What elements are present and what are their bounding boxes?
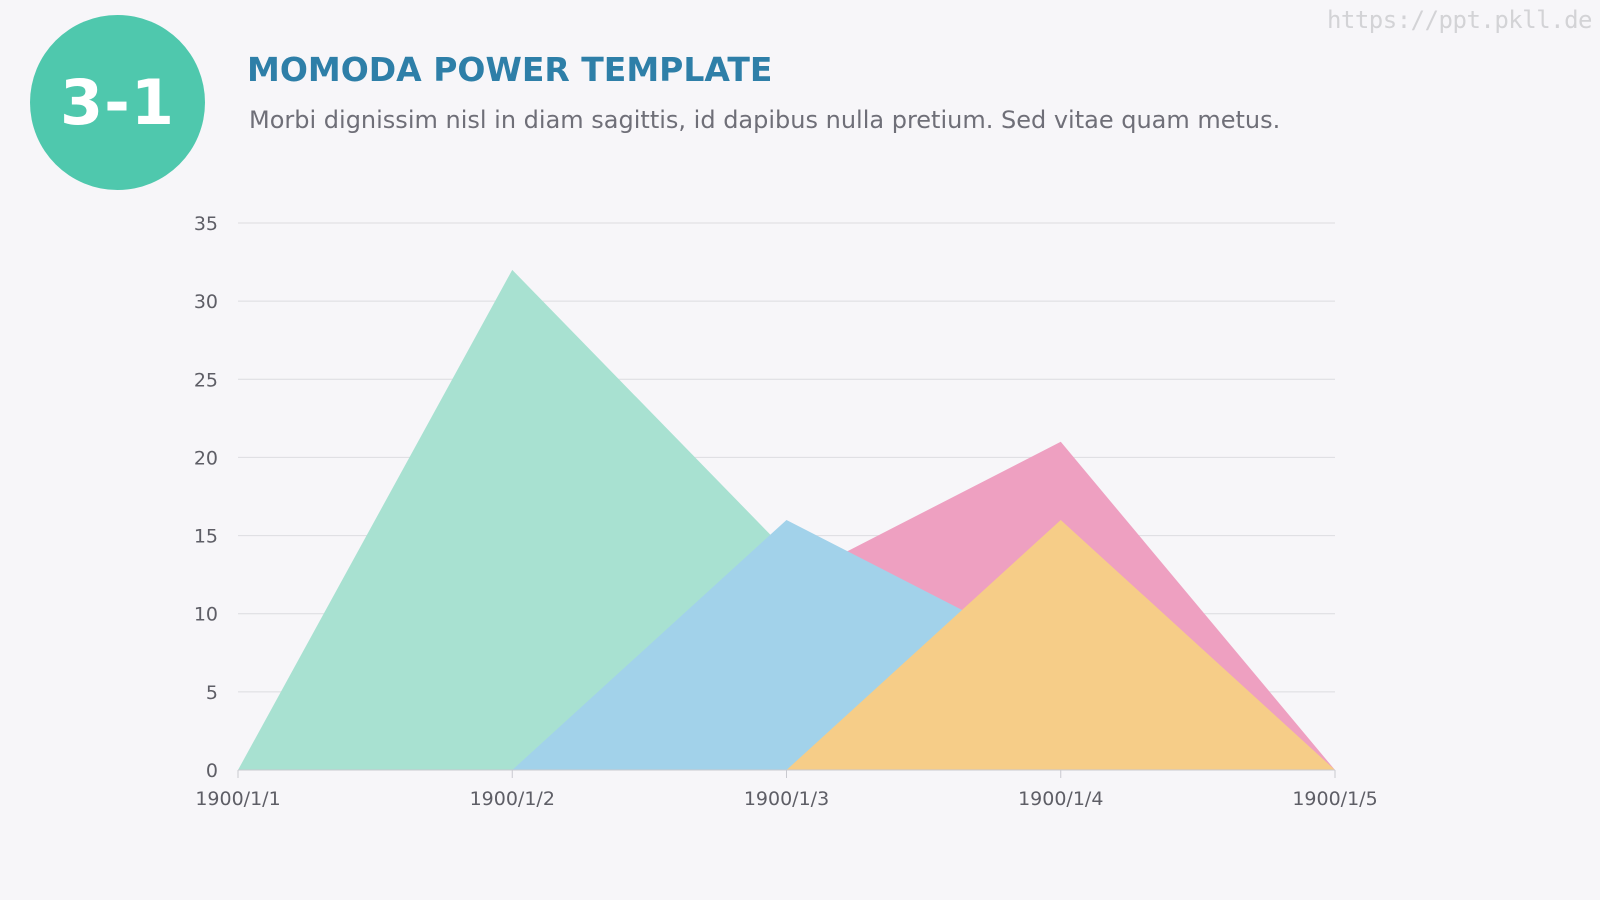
x-tick-label: 1900/1/5: [1292, 788, 1377, 810]
y-tick-label: 30: [194, 291, 218, 313]
y-tick-label: 20: [194, 447, 218, 469]
y-tick-label: 10: [194, 604, 218, 626]
chart-axes: 0 5 10 15 20 25 30 35 1900/1/1 1900/1/2 1900/1/3 19…: [194, 213, 1378, 810]
x-tick-label: 1900/1/4: [1018, 788, 1103, 810]
area-series-4: [238, 519, 1335, 770]
y-tick-label: 0: [206, 760, 218, 782]
y-tick-label: 35: [194, 213, 218, 235]
y-tick-label: 15: [194, 526, 218, 548]
x-tick-label: 1900/1/3: [744, 788, 829, 810]
section-badge: 3-1: [30, 15, 205, 190]
watermark: https://ppt.pkll.de: [1326, 6, 1593, 34]
x-tick-label: 1900/1/2: [470, 788, 555, 810]
area-series-1: [238, 269, 1335, 770]
x-tick-label: 1900/1/1: [195, 788, 280, 810]
page-subtitle: Morbi dignissim nisl in diam sagittis, i…: [249, 106, 1281, 134]
section-number: 3-1: [59, 66, 175, 139]
y-tick-label: 25: [194, 369, 218, 391]
page-title: MOMODA POWER TEMPLATE: [247, 50, 773, 89]
chart-series: [238, 269, 1335, 770]
y-tick-label: 5: [206, 682, 218, 704]
